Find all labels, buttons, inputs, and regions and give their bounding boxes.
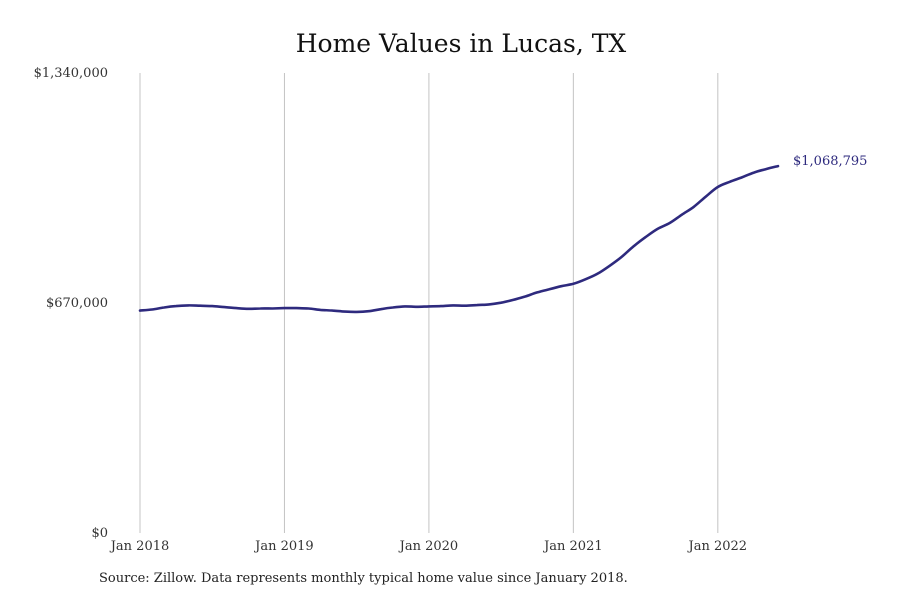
x-tick-label: Jan 2022 [687, 539, 748, 554]
grid-lines [139, 73, 719, 533]
x-axis-ticks: Jan 2018 Jan 2019 Jan 2020 Jan 2021 Jan 2022 [109, 539, 747, 554]
x-tick-label: Jan 2021 [542, 539, 603, 554]
y-axis-ticks: $0 $670,000 $1,340,000 [34, 66, 108, 541]
x-tick-label: Jan 2018 [109, 539, 170, 554]
y-tick-label: $1,340,000 [34, 66, 108, 81]
y-tick-label: $670,000 [46, 296, 108, 311]
end-value-label: $1,068,795 [793, 154, 867, 169]
y-tick-label: $0 [91, 526, 108, 541]
source-note: Source: Zillow. Data represents monthly … [99, 571, 628, 586]
chart-title: Home Values in Lucas, TX [296, 29, 627, 58]
series-line [138, 164, 780, 314]
x-tick-label: Jan 2020 [398, 539, 459, 554]
x-tick-label: Jan 2019 [253, 539, 314, 554]
